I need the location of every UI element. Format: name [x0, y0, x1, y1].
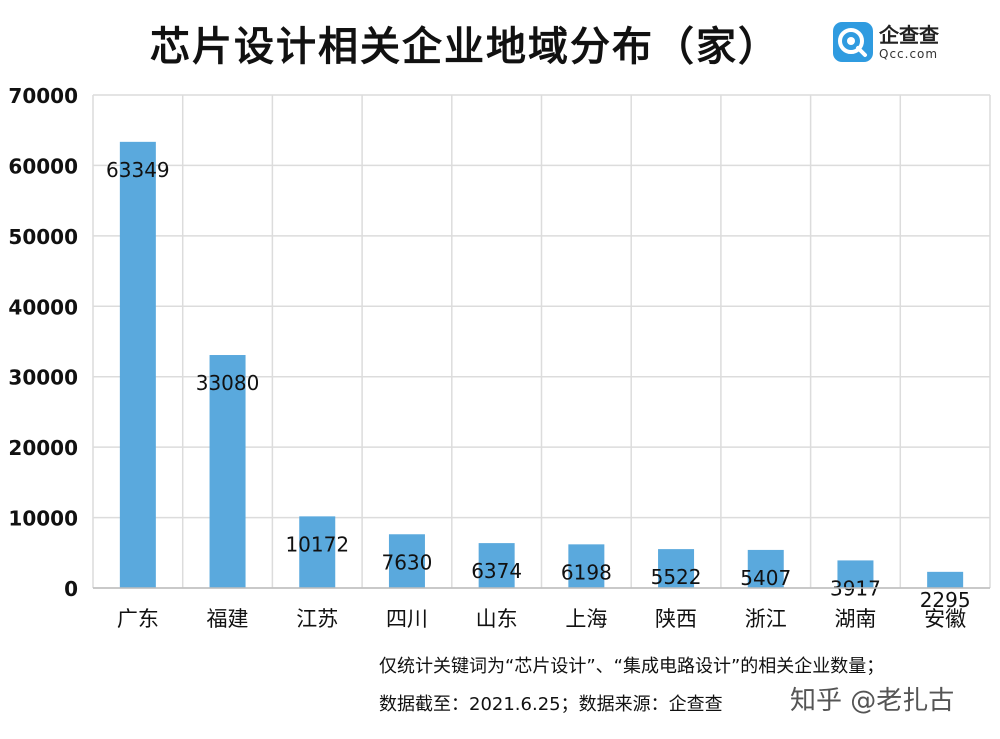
data-label: 63349 — [106, 158, 170, 182]
bar — [299, 516, 336, 588]
y-tick-label: 60000 — [8, 154, 78, 178]
bar — [927, 571, 964, 588]
y-tick-label: 40000 — [8, 295, 78, 319]
bar — [388, 534, 425, 588]
y-tick-label: 30000 — [8, 366, 78, 390]
x-tick-label: 湖南 — [834, 607, 876, 631]
data-label: 10172 — [285, 532, 349, 556]
x-tick-label: 福建 — [207, 607, 249, 631]
x-tick-label: 四川 — [386, 607, 428, 631]
y-tick-label: 0 — [64, 577, 78, 601]
x-tick-label: 山东 — [476, 607, 518, 631]
x-tick-label: 浙江 — [745, 607, 787, 631]
logo-domain: Qcc.com — [879, 46, 939, 61]
y-tick-label: 10000 — [8, 507, 78, 531]
data-label: 5522 — [651, 565, 702, 589]
data-label: 2295 — [920, 588, 971, 612]
chart-title: 芯片设计相关企业地域分布（家） — [150, 24, 780, 70]
bar — [837, 560, 874, 588]
qcc-logo: 企查查 Qcc.com — [833, 22, 939, 62]
bar — [478, 543, 515, 588]
bar — [119, 141, 156, 588]
y-tick-label: 70000 — [8, 84, 78, 108]
x-tick-label: 安徽 — [924, 607, 966, 631]
x-tick-label: 广东 — [117, 607, 159, 631]
note-scope: 仅统计关键词为“芯片设计”、“集成电路设计”的相关企业数量； — [379, 656, 885, 677]
y-tick-label: 50000 — [8, 225, 78, 249]
bar — [658, 549, 695, 588]
x-tick-label: 陕西 — [655, 607, 697, 631]
bar — [747, 549, 784, 588]
y-tick-label: 20000 — [8, 436, 78, 460]
data-label: 6198 — [561, 560, 612, 584]
zhihu-watermark: 知乎 @老扎古 — [790, 686, 955, 716]
qcc-logo-icon — [833, 22, 873, 62]
data-label: 33080 — [196, 371, 260, 395]
data-label: 5407 — [740, 566, 791, 590]
data-label: 6374 — [471, 559, 522, 583]
bar — [568, 544, 605, 588]
data-label: 7630 — [381, 550, 432, 574]
note-source: 数据截至：2021.6.25；数据来源：企查查 — [379, 694, 723, 715]
logo-name: 企查查 — [879, 22, 939, 47]
x-tick-label: 上海 — [565, 607, 607, 631]
bar — [209, 355, 246, 588]
x-tick-label: 江苏 — [296, 607, 338, 631]
